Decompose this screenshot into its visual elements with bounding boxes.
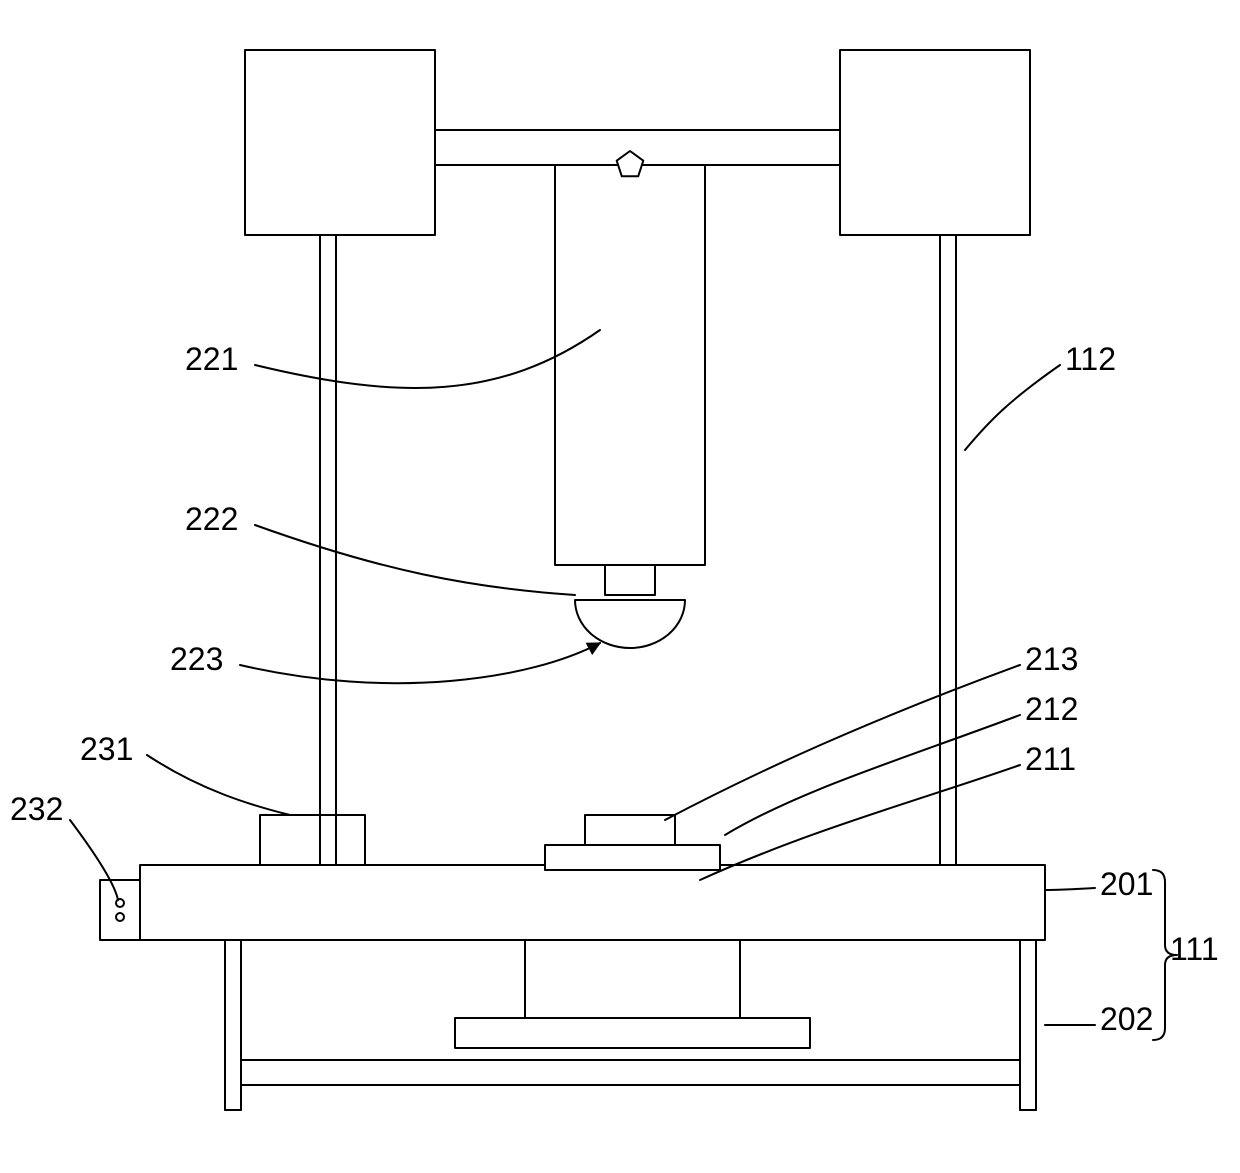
- label-231: 231: [80, 731, 133, 767]
- leader-222: [255, 525, 575, 595]
- leader-223: [240, 643, 600, 683]
- leader-112: [965, 365, 1060, 450]
- label-211: 211: [1025, 741, 1076, 777]
- label-111: 111: [1170, 931, 1219, 967]
- leader-231: [147, 755, 290, 815]
- leader-221: [255, 330, 600, 388]
- label-201: 201: [1100, 866, 1153, 902]
- label-223: 223: [170, 641, 223, 677]
- engineering-diagram: 221 112 222 223 213 231 212 232 211 201 111 202: [0, 0, 1240, 1173]
- label-232: 232: [10, 791, 63, 827]
- label-222: 222: [185, 501, 238, 537]
- leader-201: [1045, 888, 1095, 890]
- leader-212: [725, 715, 1020, 835]
- label-202: 202: [1100, 1001, 1153, 1037]
- label-213: 213: [1025, 641, 1078, 677]
- label-221: 221: [185, 341, 238, 377]
- label-112: 112: [1065, 341, 1116, 377]
- label-212: 212: [1025, 691, 1078, 727]
- leader-213: [665, 665, 1020, 820]
